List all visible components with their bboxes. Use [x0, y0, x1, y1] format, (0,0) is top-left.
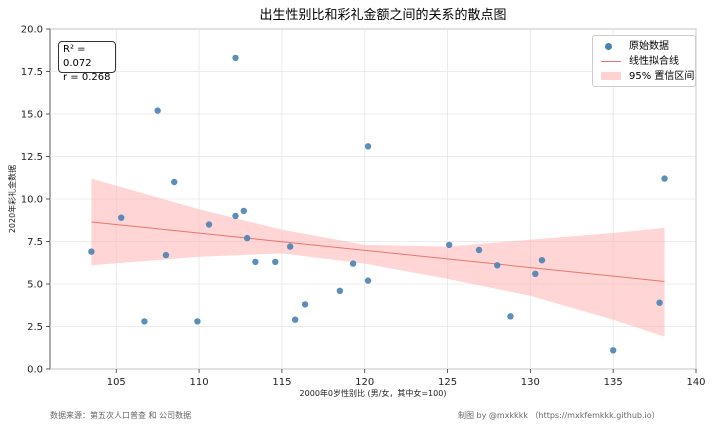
data-point	[243, 234, 251, 242]
data-point	[232, 212, 239, 220]
data-point	[286, 243, 294, 250]
data-point	[171, 178, 178, 186]
stats-box: R² = 0.072 r = 0.268	[58, 41, 116, 83]
y-tick-label: 0.0	[27, 365, 43, 376]
data-point	[118, 214, 125, 221]
x-tick-label: 125	[438, 377, 457, 388]
data-point	[240, 207, 247, 215]
y-tick-label: 7.5	[27, 237, 43, 248]
data-point	[532, 270, 539, 277]
data-point	[205, 221, 213, 228]
data-point	[475, 246, 483, 254]
x-tick-label: 120	[355, 377, 374, 388]
y-tick-label: 17.5	[21, 67, 43, 78]
data-points-layer	[88, 54, 668, 354]
legend-label: 线性拟合线	[629, 56, 679, 67]
data-point	[141, 318, 148, 325]
data-point	[194, 318, 201, 325]
legend-item-ci: 95% 置信区间	[593, 69, 695, 84]
legend-label: 95% 置信区间	[629, 71, 695, 82]
x-axis-label: 2000年0岁性别比 (男/女，其中女=100)	[300, 388, 447, 398]
y-ticks: 0.0 2.5 5.0 7.5 10.0 12.5 15.0 17.5 20.0	[21, 25, 50, 376]
data-point	[494, 262, 501, 269]
x-ticks: 105 110 115 120 125 130 135 140	[107, 369, 706, 388]
x-tick-label: 140	[686, 377, 705, 388]
legend: 原始数据 线性拟合线 95% 置信区间	[592, 35, 696, 87]
x-tick-label: 130	[521, 377, 540, 388]
data-point	[349, 260, 357, 267]
data-point	[88, 248, 95, 255]
data-point	[336, 287, 344, 294]
credit-note: 制图 by @mxkkkk （https://mxkfemkkk.github.…	[458, 411, 660, 420]
legend-label: 原始数据	[629, 41, 669, 52]
legend-dot-swatch	[605, 43, 612, 50]
data-point	[609, 347, 617, 354]
data-point	[445, 241, 453, 249]
r-text: r = 0.268	[63, 72, 111, 83]
data-point	[507, 313, 514, 320]
y-tick-label: 20.0	[21, 25, 43, 36]
y-axis-label: 2020年彩礼金数据	[7, 165, 17, 233]
y-tick-label: 2.5	[27, 322, 43, 333]
y-tick-label: 5.0	[27, 280, 43, 291]
y-tick-label: 10.0	[21, 195, 43, 206]
source-note: 数据来源：第五次人口普查 和 公司数据	[50, 411, 192, 420]
data-point	[272, 258, 279, 266]
legend-band-swatch	[601, 72, 621, 80]
x-tick-label: 135	[604, 377, 623, 388]
data-point	[364, 277, 372, 284]
data-point	[154, 107, 161, 114]
x-tick-label: 115	[272, 377, 291, 388]
data-point	[656, 299, 663, 306]
fit-line	[91, 221, 665, 282]
data-point	[252, 258, 259, 266]
y-tick-label: 15.0	[21, 110, 43, 121]
data-point	[538, 257, 546, 264]
data-point	[232, 54, 239, 62]
r-squared-text: R² = 0.072	[63, 44, 92, 69]
chart-title: 出生性别比和彩礼金额之间的关系的散点图	[259, 7, 506, 23]
fit-line-layer	[91, 221, 665, 282]
x-tick-label: 110	[190, 377, 209, 388]
data-point	[162, 251, 170, 259]
data-point	[661, 175, 668, 182]
x-tick-label: 105	[107, 377, 126, 388]
legend-line-swatch	[601, 61, 621, 62]
data-point	[364, 143, 372, 150]
legend-item-data: 原始数据	[593, 39, 695, 54]
data-point	[301, 301, 309, 308]
y-tick-label: 12.5	[21, 152, 43, 163]
data-point	[291, 316, 299, 323]
legend-item-fit: 线性拟合线	[593, 54, 695, 69]
